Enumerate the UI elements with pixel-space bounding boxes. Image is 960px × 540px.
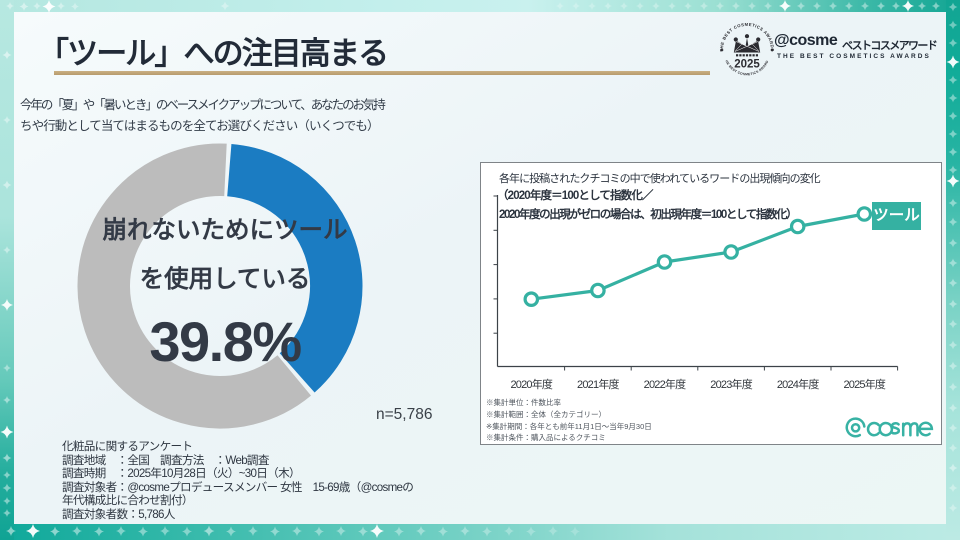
svg-text:2025: 2025 <box>734 59 760 71</box>
